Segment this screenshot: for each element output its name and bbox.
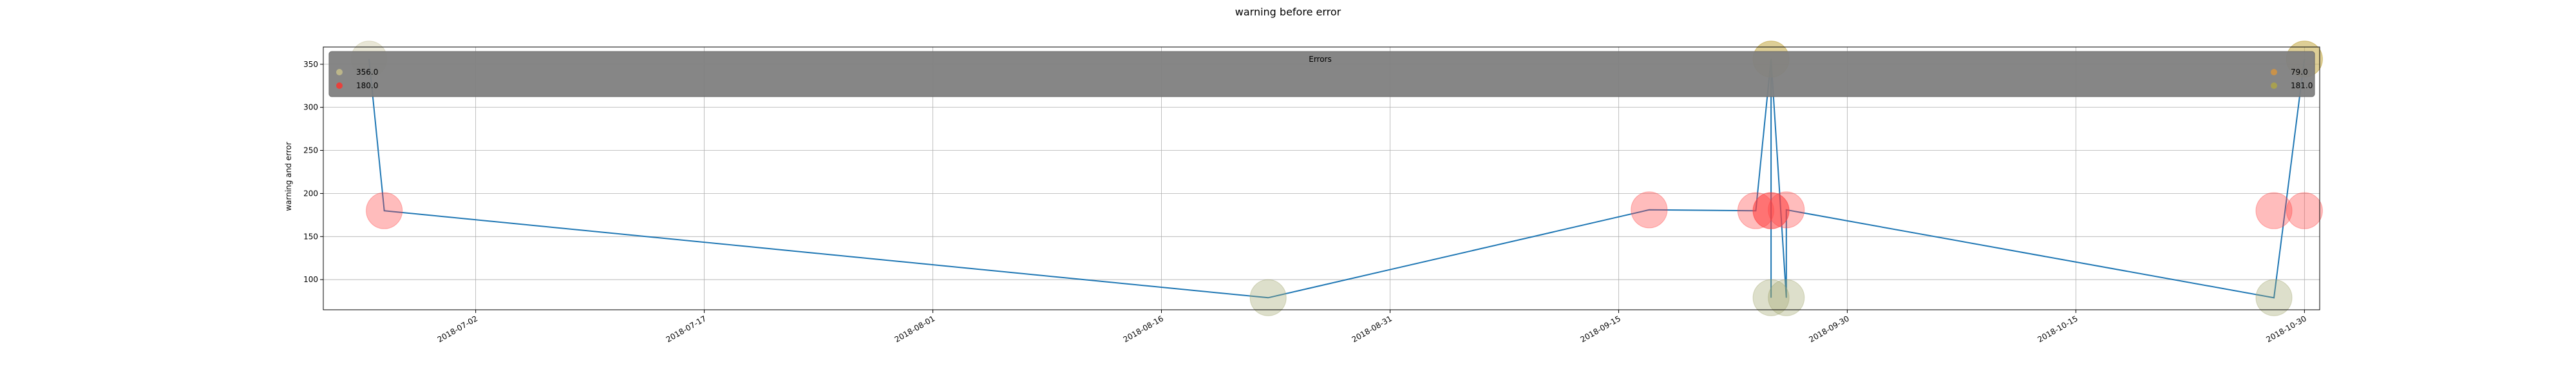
y-tick-label: 200: [303, 189, 318, 198]
legend-marker: [2271, 69, 2277, 75]
scatter-point: [1752, 279, 1790, 316]
x-tick-label: 2018-08-01: [893, 314, 936, 344]
legend-label: 356.0: [356, 68, 378, 77]
legend-label: 79.0: [2291, 68, 2308, 77]
y-tick-label: 350: [303, 60, 318, 69]
legend-marker: [336, 69, 343, 75]
x-tick-label: 2018-08-16: [1122, 314, 1165, 344]
line-series: [368, 59, 2306, 299]
scatter-point: [2286, 192, 2323, 229]
scatter-point: [1752, 192, 1790, 229]
scatter-point: [1737, 192, 1774, 229]
chart-title: warning before error: [1235, 6, 1341, 18]
scatter-point: [1768, 279, 1805, 316]
scatter-point: [1768, 191, 1805, 229]
y-tick-label: 300: [303, 103, 318, 112]
scatter-point: [2255, 192, 2293, 229]
y-axis-label: warning and error: [284, 142, 293, 211]
legend-title: Errors: [1309, 55, 1332, 64]
series-line: [368, 59, 2306, 299]
x-tick-label: 2018-10-15: [2036, 314, 2079, 344]
scatter-point: [2255, 279, 2293, 316]
legend-label: 180.0: [356, 81, 378, 90]
legend-label: 181.0: [2291, 81, 2313, 90]
y-tick-label: 150: [303, 232, 318, 241]
legend: Errors 356.0 180.0 79.0 181.0: [328, 51, 2315, 97]
x-tick-label: 2018-08-31: [1350, 314, 1394, 344]
y-tick-label: 250: [303, 146, 318, 155]
legend-box: [328, 51, 2315, 97]
x-tick-label: 2018-09-15: [1579, 314, 1622, 344]
x-tick-label: 2018-07-17: [665, 314, 708, 344]
x-tick-label: 2018-07-02: [436, 314, 479, 344]
scatter-point: [1631, 191, 1668, 229]
x-tick-label: 2018-10-30: [2264, 314, 2307, 344]
scatter-point: [1249, 279, 1287, 316]
y-tick-label: 100: [303, 275, 318, 284]
scatter-point: [1752, 192, 1790, 229]
scatter-point: [366, 192, 403, 229]
plot-frame: [323, 46, 2320, 310]
legend-marker: [2271, 82, 2277, 89]
legend-marker: [336, 82, 343, 89]
x-tick-label: 2018-09-30: [1808, 314, 1851, 344]
